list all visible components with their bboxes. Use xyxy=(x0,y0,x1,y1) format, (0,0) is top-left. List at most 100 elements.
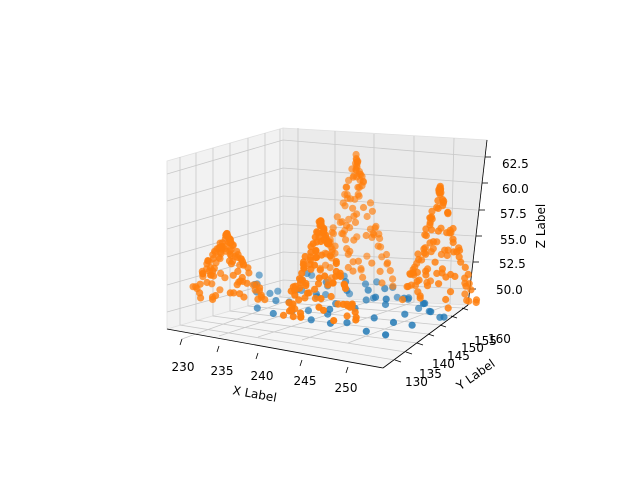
scatter-point xyxy=(472,298,480,307)
scatter-point xyxy=(326,264,334,272)
scatter-point xyxy=(449,224,457,233)
scatter-point xyxy=(382,295,390,303)
y-tick-label: 130 xyxy=(405,375,428,389)
scatter-point xyxy=(359,273,367,281)
scatter-point xyxy=(371,293,380,301)
scatter-point xyxy=(333,213,341,221)
scatter-point xyxy=(446,288,455,296)
scatter-point xyxy=(368,207,376,215)
scatter-point xyxy=(414,250,422,258)
scatter-point xyxy=(464,270,472,278)
scatter-point xyxy=(422,232,430,240)
scatter-point xyxy=(450,248,458,256)
scatter-point xyxy=(372,222,380,230)
scatter-point xyxy=(217,250,225,258)
x-tick-label: 230 xyxy=(172,360,195,374)
scatter-point xyxy=(233,247,241,255)
scatter-point xyxy=(378,279,386,287)
y-grid-line xyxy=(279,129,463,309)
scatter-point xyxy=(306,256,314,264)
tick-marks xyxy=(179,156,491,374)
y-tick xyxy=(450,315,458,319)
scatter-point xyxy=(355,183,363,192)
scatter-point xyxy=(346,224,354,232)
y-grid-line xyxy=(179,157,396,361)
scatter-point xyxy=(436,190,444,199)
z-tick-label: 55.0 xyxy=(500,233,527,247)
scatter-point xyxy=(209,254,217,263)
x-tick xyxy=(179,338,183,346)
scatter-point xyxy=(233,281,241,289)
x-tick xyxy=(255,352,259,360)
scatter-point xyxy=(272,297,280,305)
scatter-point xyxy=(314,280,323,288)
scatter-point xyxy=(309,240,317,248)
z-grid-line xyxy=(166,139,485,175)
y-tick xyxy=(394,359,402,363)
y-tick xyxy=(427,333,435,337)
x-tick-labels: 230 235 240 245 250 xyxy=(172,360,358,395)
scatter-point xyxy=(340,281,349,289)
scatter-point xyxy=(315,274,323,282)
scatter-point xyxy=(465,297,473,305)
x-grid-line xyxy=(218,131,336,337)
scatter-point xyxy=(291,291,299,299)
axis-lines xyxy=(166,139,488,369)
scatter-point xyxy=(351,218,360,226)
x-tick-label: 235 xyxy=(211,364,234,378)
scatter-point xyxy=(462,282,470,290)
scatter-point xyxy=(461,290,469,298)
y-tick-label: 135 xyxy=(419,367,442,381)
scatter-point xyxy=(327,292,335,301)
scatter-point xyxy=(349,267,357,275)
scatter-point xyxy=(352,316,360,324)
scatter-point xyxy=(427,248,435,256)
scatter-point xyxy=(343,319,351,327)
series-b-points xyxy=(189,150,481,325)
z-tick-label: 57.5 xyxy=(500,207,527,221)
scatter-point xyxy=(230,289,238,297)
scatter-point xyxy=(386,267,394,275)
x-tick xyxy=(345,366,349,374)
scatter-point xyxy=(302,282,310,290)
scatter-point xyxy=(354,257,362,265)
scatter-point xyxy=(343,312,351,320)
x-tick-label: 240 xyxy=(251,369,274,383)
scatter-point xyxy=(350,236,358,244)
y-grid-line xyxy=(212,148,418,344)
y-grid-line xyxy=(195,153,407,353)
scatter-point xyxy=(429,238,437,246)
scatter-point xyxy=(348,165,356,173)
scatter-point xyxy=(237,255,245,263)
scatter-point xyxy=(364,286,372,294)
scatter-point xyxy=(319,306,328,314)
scatter-point xyxy=(330,317,338,325)
scatter-point xyxy=(211,248,220,256)
scatter-point xyxy=(311,294,320,302)
y-tick-label: 155 xyxy=(474,334,497,348)
scatter-point xyxy=(444,246,452,254)
scatter-point xyxy=(415,304,423,312)
scatter-point xyxy=(312,254,320,262)
scatter-point xyxy=(332,259,340,268)
scatter-point xyxy=(353,210,361,218)
scatter-point xyxy=(279,311,288,319)
scatter-point xyxy=(326,305,334,313)
scatter-point xyxy=(431,258,439,266)
scatter-point xyxy=(288,306,296,314)
scatter-point xyxy=(361,280,370,288)
scatter-point xyxy=(295,284,304,292)
scatter-point xyxy=(461,263,469,271)
scatter-point xyxy=(349,258,357,266)
scatter-point xyxy=(313,228,321,236)
scatter-point xyxy=(297,313,305,321)
scatter-point xyxy=(317,295,325,303)
scatter-point xyxy=(323,239,331,248)
scatter-point xyxy=(381,285,389,293)
x-tick xyxy=(299,359,303,367)
y-tick xyxy=(461,307,469,311)
scatter-point xyxy=(332,272,340,280)
scatter-point xyxy=(321,272,329,280)
scatter-point xyxy=(240,293,248,301)
scatter-point xyxy=(382,331,390,339)
